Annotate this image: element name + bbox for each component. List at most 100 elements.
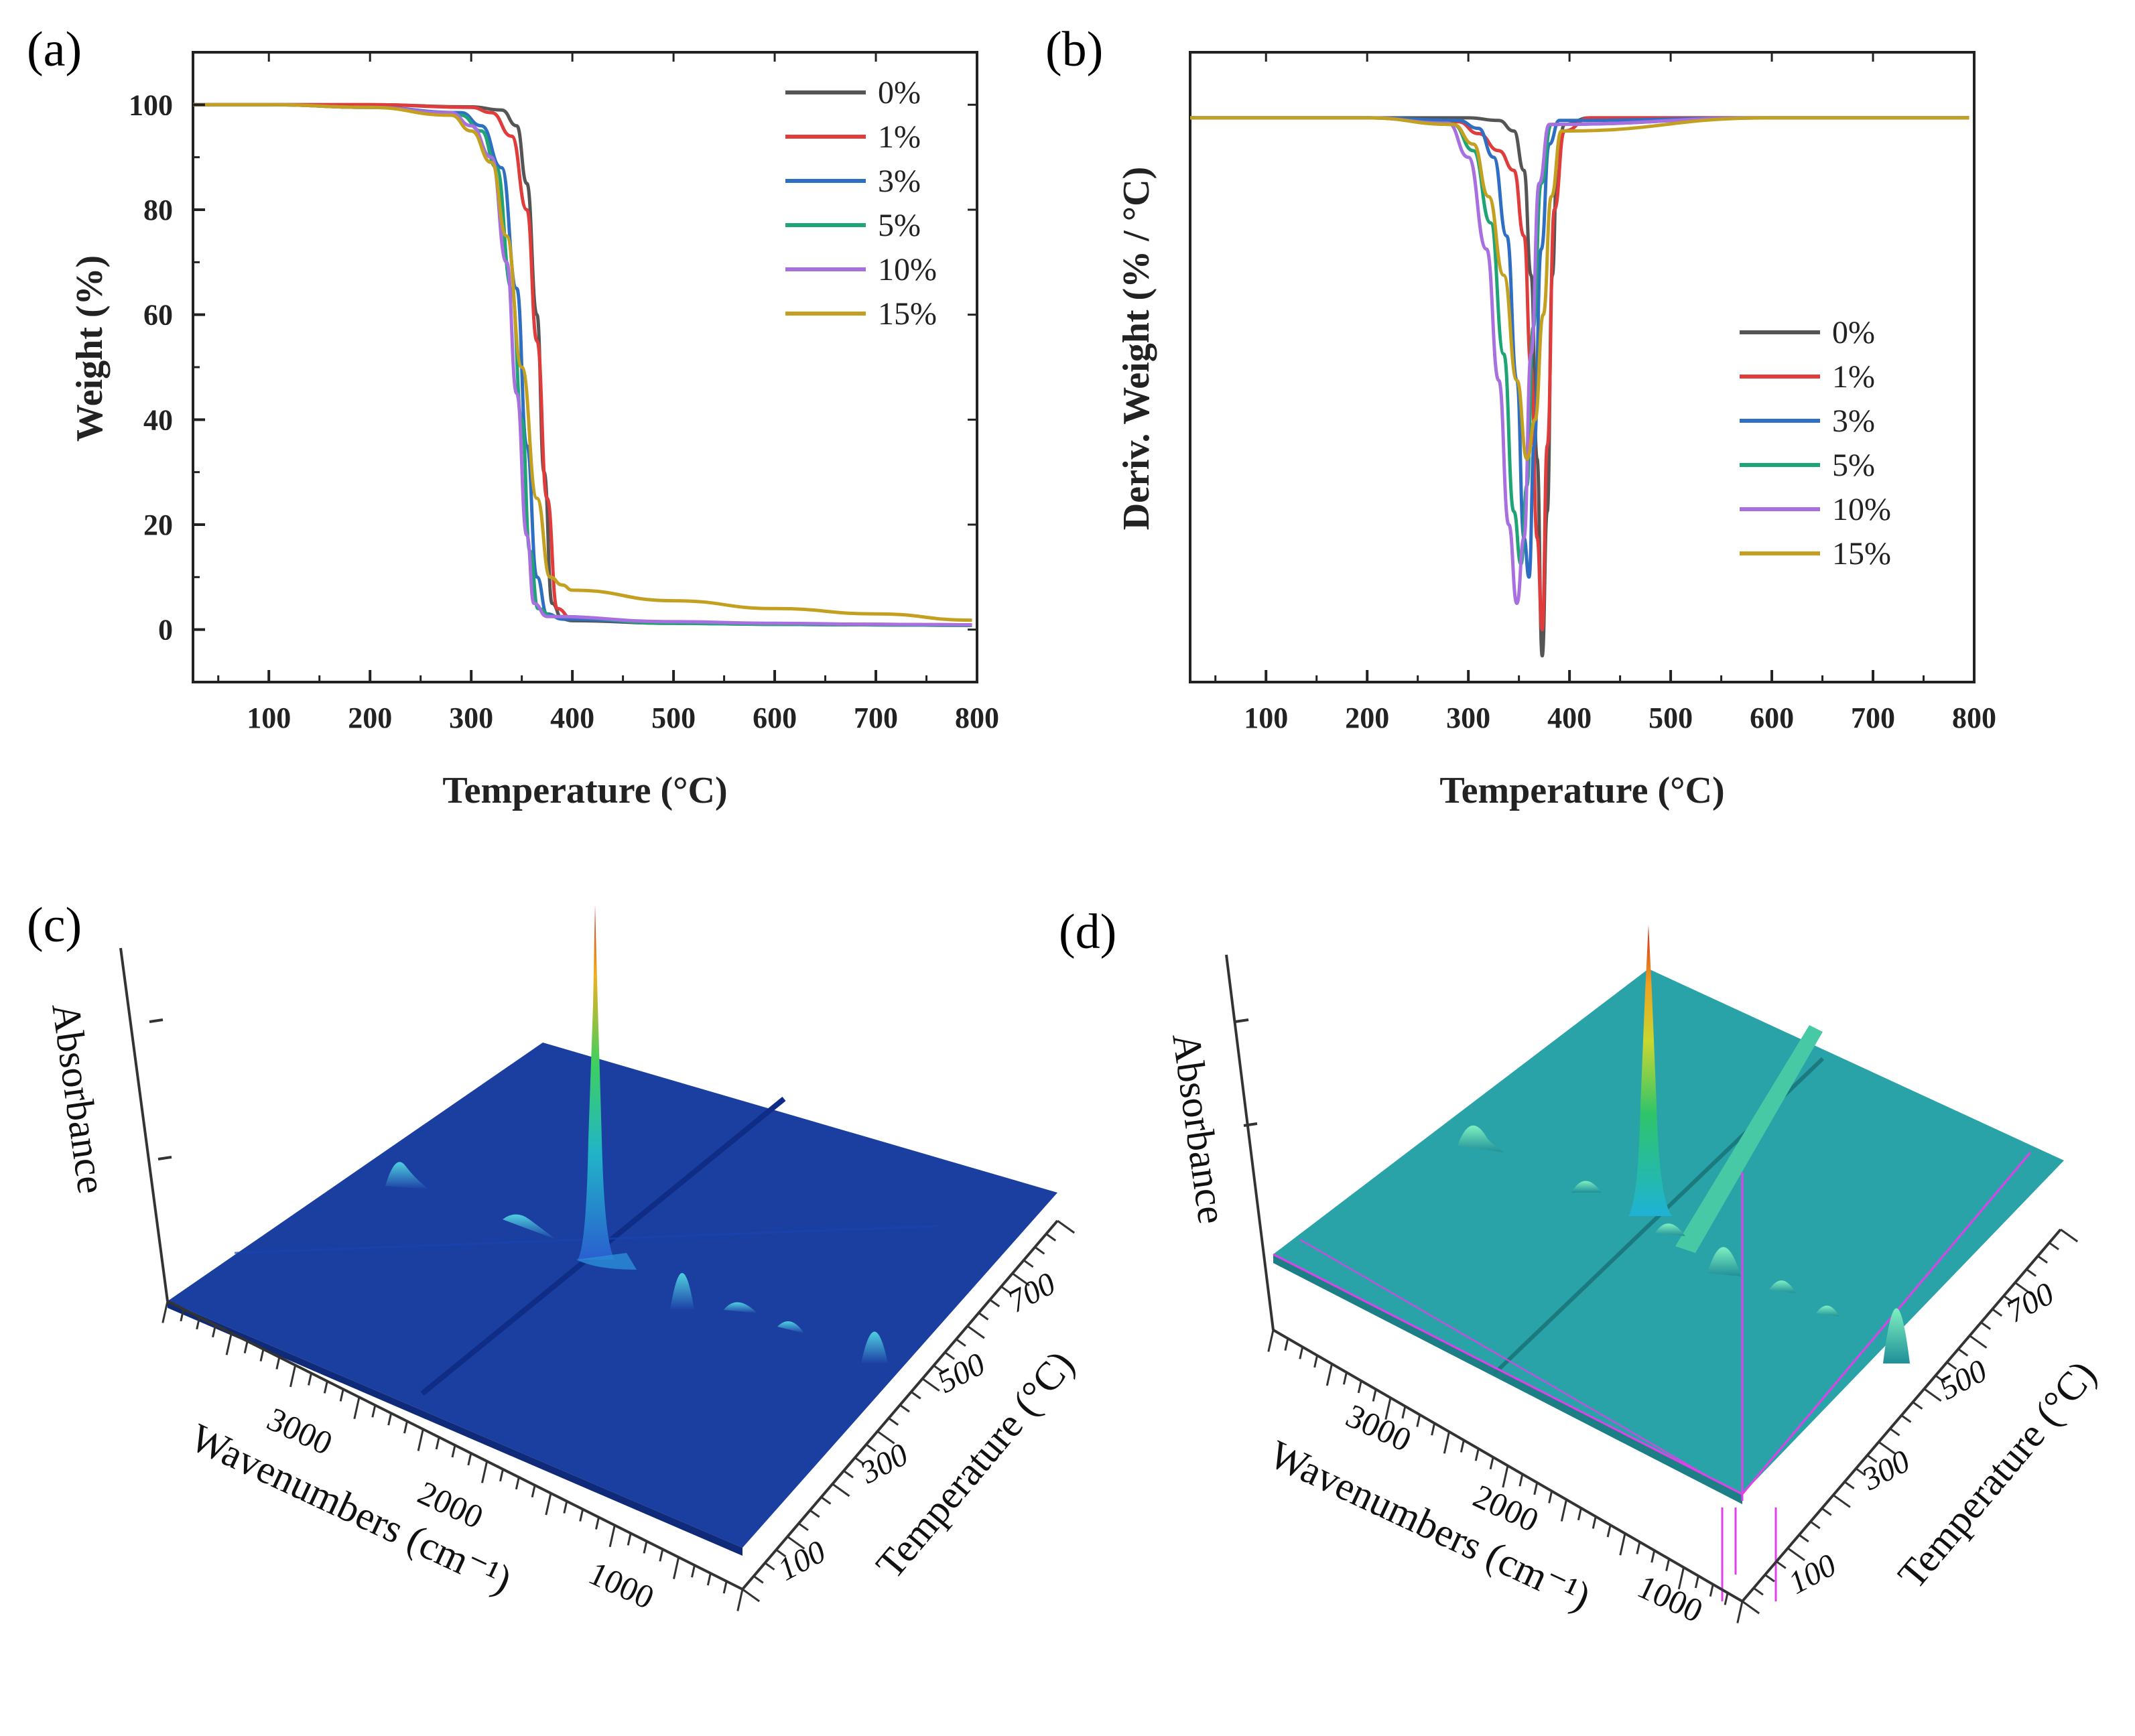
axis-minor-tick (608, 1525, 616, 1548)
axis-minor-tick (595, 1517, 600, 1530)
axis-minor-tick (643, 1541, 648, 1554)
chart-a-ylabel: Weight (%) (69, 255, 111, 442)
axis-minor-tick (921, 1378, 940, 1392)
axis-minor-tick (854, 1457, 865, 1465)
chart-d-z-tick (1243, 1122, 1258, 1127)
x-tick-label: 200 (348, 702, 392, 734)
legend-label: 0% (878, 75, 921, 111)
axis-minor-tick (933, 1364, 944, 1374)
axis-minor-tick (180, 1309, 185, 1322)
axis-minor-tick (243, 1341, 249, 1354)
axis-minor-tick (1577, 1508, 1582, 1521)
axis-minor-tick (1533, 1482, 1539, 1495)
chart-d-main-peak (1628, 925, 1672, 1216)
x-tick-label: 300 (1446, 702, 1490, 734)
chart-c-z-tick (149, 1018, 164, 1023)
x-tick-label: 600 (1750, 702, 1794, 734)
axis-minor-tick (2014, 1282, 2033, 1296)
axis-minor-tick (798, 1522, 809, 1532)
axis-minor-tick (1443, 1431, 1450, 1454)
axis-minor-tick (1548, 1491, 1553, 1504)
axis-minor-tick (1866, 1454, 1878, 1463)
series-line-15pct (1190, 116, 1969, 461)
axis-minor-tick (339, 1389, 344, 1402)
axis-minor-tick (1518, 1473, 1524, 1487)
legend-label: 5% (1832, 448, 1875, 483)
y-tick-label: 60 (143, 299, 173, 332)
y-tick-label: 100 (129, 88, 173, 121)
axis-minor-tick (2003, 1294, 2014, 1304)
legend-label: 10% (1832, 492, 1891, 527)
axis-minor-tick (1474, 1448, 1480, 1461)
chart-a-series-group (192, 103, 972, 627)
axis-minor-tick (1057, 1219, 1076, 1234)
chart-d-small-peak (1883, 1308, 1910, 1363)
legend-label: 1% (878, 119, 921, 155)
axis-minor-tick (1560, 1499, 1567, 1522)
axis-minor-tick (1011, 1272, 1030, 1286)
axis-minor-tick (579, 1509, 584, 1522)
chart-d-ytick: 100 (1783, 1547, 1841, 1601)
legend-label: 1% (1832, 359, 1875, 395)
chart-a-plot-frame (192, 51, 978, 683)
axis-minor-tick (691, 1564, 696, 1578)
chart-d-ytick: 500 (1933, 1353, 1992, 1407)
axis-minor-tick (1677, 1567, 1685, 1590)
axis-minor-tick (1431, 1422, 1436, 1436)
axis-minor-tick (966, 1325, 985, 1339)
chart-c-ytick: 100 (772, 1534, 831, 1588)
legend-label: 10% (878, 252, 937, 287)
x-tick-label: 700 (1851, 702, 1895, 734)
chart-d-small-peak (1707, 1247, 1741, 1276)
axis-minor-tick (659, 1548, 664, 1562)
axis-minor-tick (989, 1298, 1000, 1308)
chart-c-surface (168, 1043, 1057, 1548)
chart-d-small-peak (1571, 1181, 1602, 1193)
chart-b-xlabel: Temperature (°C) (1439, 770, 1724, 811)
axis-minor-tick (2037, 1255, 2048, 1264)
axis-minor-tick (1606, 1524, 1612, 1538)
axis-minor-tick (531, 1485, 536, 1498)
y-tick-label: 20 (143, 509, 173, 541)
axis-minor-tick (1912, 1401, 1923, 1410)
chart-b-dtg: 100 200 300 400 500 600 700 800 0%1%3%5%10%15% … (1116, 51, 1996, 811)
axis-minor-tick (1992, 1308, 2003, 1317)
axis-minor-tick (1724, 1593, 1729, 1605)
axis-minor-tick (161, 1300, 169, 1323)
axis-minor-tick (1946, 1361, 1957, 1370)
axis-minor-tick (1889, 1428, 1900, 1437)
legend-label: 5% (878, 208, 921, 243)
axis-minor-tick (978, 1312, 989, 1321)
axis-minor-tick (1045, 1233, 1057, 1242)
axis-minor-tick (1764, 1574, 1775, 1583)
chart-d-surface-edge (1273, 1254, 1742, 1504)
chart-b-ticks: 100 200 300 400 500 600 700 800 (1214, 52, 1996, 734)
axis-minor-tick (403, 1420, 408, 1434)
series-line-15pct (192, 103, 972, 622)
axis-minor-tick (1736, 1601, 1744, 1623)
axis-minor-tick (843, 1469, 854, 1479)
chart-b-ylabel: Deriv. Weight (% / °C) (1116, 167, 1157, 530)
legend-label: 0% (1832, 315, 1875, 350)
axis-minor-tick (736, 1589, 744, 1611)
axis-minor-tick (2049, 1242, 2059, 1251)
axis-minor-tick (371, 1404, 377, 1418)
axis-minor-tick (2060, 1228, 2079, 1243)
chart-d-small-peak (1769, 1280, 1796, 1293)
axis-minor-tick (353, 1397, 361, 1420)
axis-minor-tick (481, 1461, 489, 1483)
axis-minor-tick (259, 1349, 265, 1361)
axis-minor-tick (225, 1333, 233, 1355)
axis-minor-tick (1416, 1414, 1421, 1427)
panel-label-b: (b) (1045, 22, 1103, 77)
axis-minor-tick (563, 1501, 568, 1514)
axis-minor-tick (1460, 1440, 1465, 1453)
axis-minor-tick (820, 1496, 832, 1505)
panel-label-d: (d) (1059, 905, 1116, 959)
axis-minor-tick (1000, 1285, 1011, 1294)
axis-minor-tick (1592, 1516, 1597, 1529)
axis-minor-tick (1878, 1441, 1896, 1455)
axis-minor-tick (1753, 1587, 1764, 1596)
legend-label: 15% (1832, 536, 1891, 572)
chart-c-z-axis (119, 947, 169, 1302)
